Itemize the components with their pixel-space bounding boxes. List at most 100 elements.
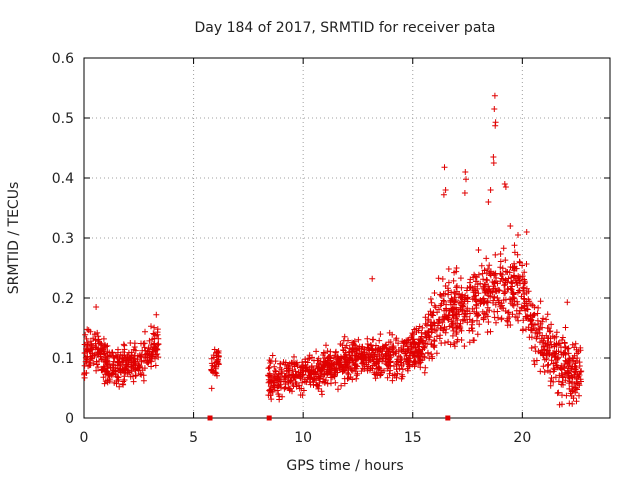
data-point	[509, 311, 516, 318]
data-point	[454, 338, 460, 345]
data-point	[421, 345, 428, 351]
data-point	[97, 341, 104, 348]
data-point	[466, 327, 473, 334]
data-point	[573, 398, 580, 405]
data-point	[445, 316, 452, 323]
data-point	[504, 285, 511, 292]
data-point	[110, 354, 117, 361]
data-point	[96, 358, 102, 364]
data-point	[524, 306, 531, 313]
data-point	[415, 327, 422, 334]
data-point	[354, 370, 361, 377]
data-point	[313, 348, 320, 355]
data-point	[494, 295, 501, 301]
data-point	[451, 301, 458, 308]
data-point	[145, 345, 152, 352]
data-point	[92, 336, 99, 343]
data-point	[212, 369, 219, 376]
data-point	[310, 382, 317, 388]
data-point	[350, 360, 357, 366]
data-point	[373, 342, 379, 349]
data-point	[349, 339, 355, 346]
data-point	[214, 349, 221, 356]
chart-title: Day 184 of 2017, SRMTID for receiver pat…	[195, 20, 496, 36]
data-point	[548, 321, 555, 328]
data-point	[87, 328, 94, 335]
y-tick-label: 0.4	[52, 171, 74, 187]
data-point	[401, 355, 408, 362]
data-point	[428, 351, 435, 358]
data-point	[569, 363, 576, 370]
data-point	[338, 382, 345, 389]
data-point	[84, 342, 91, 349]
data-point	[387, 359, 394, 366]
data-point	[531, 304, 538, 311]
data-point	[386, 329, 393, 336]
data-point	[351, 338, 358, 345]
data-point	[274, 374, 281, 381]
data-point	[275, 391, 282, 398]
data-point	[95, 345, 102, 352]
data-point	[369, 275, 376, 282]
data-point	[540, 315, 546, 322]
data-point	[522, 307, 529, 314]
data-point	[492, 122, 499, 129]
data-point	[213, 370, 220, 377]
data-point	[100, 335, 107, 342]
data-point	[537, 298, 544, 305]
data-point	[277, 384, 284, 391]
data-point	[479, 270, 486, 277]
data-point	[106, 371, 113, 377]
data-point	[405, 347, 412, 354]
data-point	[554, 356, 561, 363]
data-point	[83, 358, 90, 365]
data-point	[562, 377, 569, 384]
data-point	[341, 375, 348, 382]
data-point	[547, 328, 554, 335]
data-point	[490, 160, 497, 166]
data-point	[445, 266, 452, 272]
data-point	[136, 365, 143, 371]
data-point	[266, 357, 273, 364]
data-point	[422, 320, 429, 327]
data-point	[101, 344, 108, 351]
data-point	[576, 392, 582, 399]
data-point	[327, 371, 334, 378]
data-point	[539, 318, 546, 325]
data-point	[543, 356, 550, 362]
data-point	[120, 367, 127, 374]
data-point	[315, 363, 322, 370]
data-point	[364, 335, 371, 342]
data-point	[348, 348, 355, 355]
data-point	[98, 340, 105, 347]
data-point	[442, 187, 449, 193]
data-point	[531, 357, 537, 364]
y-tick-label: 0	[65, 411, 74, 427]
data-point	[570, 395, 577, 402]
data-point	[380, 355, 387, 361]
data-point	[215, 356, 221, 363]
data-point	[461, 343, 468, 350]
data-point	[438, 340, 445, 347]
data-point	[445, 279, 452, 286]
data-point	[107, 364, 114, 371]
data-point	[487, 271, 494, 278]
data-point	[323, 377, 329, 384]
data-point	[112, 370, 119, 377]
data-point	[393, 348, 400, 355]
data-point	[466, 316, 473, 323]
data-point	[544, 325, 551, 331]
data-point	[276, 364, 283, 371]
data-point	[212, 364, 219, 370]
data-point	[500, 297, 507, 304]
data-point	[144, 360, 151, 367]
data-point	[393, 335, 400, 342]
data-point	[373, 360, 380, 367]
data-point	[538, 335, 545, 342]
data-point	[387, 354, 394, 361]
data-point	[486, 262, 493, 269]
data-point	[485, 319, 492, 325]
data-point	[109, 349, 116, 356]
data-point	[510, 302, 517, 309]
data-point	[461, 296, 468, 303]
